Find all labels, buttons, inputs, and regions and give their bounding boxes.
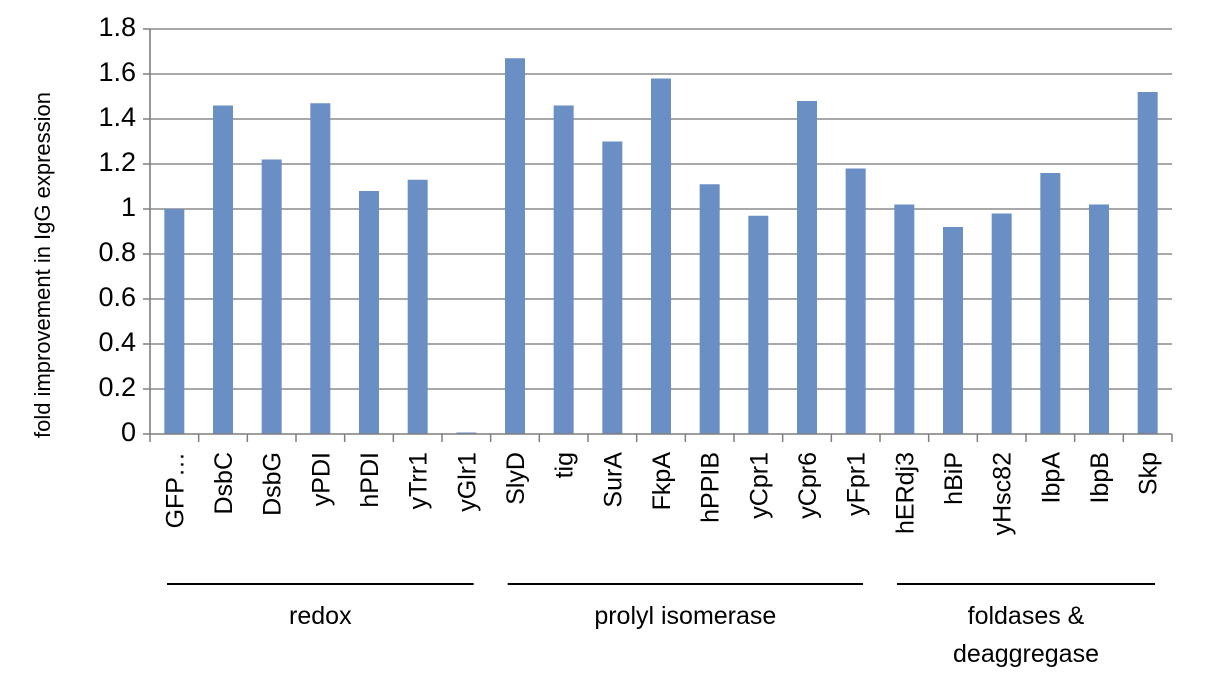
y-tick-label: 1 [121, 192, 136, 222]
x-tick-label: DsbG [259, 452, 287, 516]
bar-tig [553, 105, 574, 434]
x-tick-label: hERdj3 [891, 452, 919, 534]
group-label: redox [289, 602, 352, 630]
x-tick-label: hPDI [356, 452, 384, 508]
x-tick-label: DsbC [210, 452, 238, 515]
x-tick-label: yGlr1 [453, 452, 481, 512]
bar-slyd [505, 58, 525, 434]
bar-ycpr6 [797, 101, 817, 434]
group-label: foldases & [968, 602, 1085, 630]
bar-ibpb [1089, 204, 1109, 434]
y-tick-label: 1.6 [98, 57, 136, 87]
y-tick-label: 1.8 [98, 12, 136, 42]
x-tick-label: yHsc82 [989, 452, 1017, 535]
x-tick-label: yCpr1 [745, 452, 773, 519]
y-tick-label: 0.2 [98, 372, 136, 402]
x-tick-label: hPPIB [697, 452, 725, 523]
bar-ycpr1 [748, 215, 769, 434]
bar-fkpa [651, 78, 671, 434]
bar-hpdi [359, 191, 379, 434]
x-tick-label: IbpB [1086, 452, 1114, 503]
group-label: deaggregase [953, 640, 1099, 668]
bar-yhsc82 [991, 213, 1012, 434]
x-tick-label: GFP… [161, 452, 189, 528]
y-tick-label: 0.8 [98, 237, 136, 267]
bar-skp [1137, 92, 1158, 434]
bar-ibpa [1040, 173, 1061, 434]
bar-dsbg [261, 159, 282, 434]
bars [164, 58, 1158, 434]
x-tick-label: tig [551, 452, 579, 478]
x-tick-label: yCpr6 [794, 452, 822, 519]
x-tick-label: SlyD [502, 452, 530, 505]
bar-dsbc [213, 105, 233, 434]
y-tick-label: 0.6 [98, 282, 136, 312]
category-groups: redox prolyl isomerase foldases & deaggrega… [167, 583, 1155, 668]
bar-herdj3 [894, 204, 915, 434]
bar-gfp [164, 209, 185, 434]
x-tick-label: yTrr1 [405, 452, 433, 509]
bar-hbip [943, 227, 963, 434]
bar-ytrr1 [407, 179, 428, 434]
bar-ypdi [310, 103, 331, 434]
x-tick-label: FkpA [648, 452, 676, 511]
x-tick-label: yPDI [307, 452, 335, 506]
y-tick-label: 0.4 [98, 327, 136, 357]
y-tick-label: 1.2 [98, 147, 136, 177]
x-tick-label: yFpr1 [843, 452, 871, 516]
y-axis-label: fold improvement in IgG expression [30, 92, 55, 438]
x-tick-label: hBiP [940, 452, 968, 505]
y-tick-label: 0 [121, 417, 136, 447]
bar-yfpr1 [845, 168, 866, 434]
x-tick-label: SurA [599, 452, 627, 508]
axes [149, 29, 1173, 442]
y-tick-label: 1.4 [98, 102, 136, 132]
group-label: prolyl isomerase [594, 602, 776, 630]
x-tick-labels: GFP… DsbC DsbG yPDI hPDI yTrr1 yGlr1 SlyD tig Sur… [161, 452, 1162, 536]
y-tick-labels: 0 0.2 0.4 0.6 0.8 1 1.2 1.4 1.6 1.8 [98, 12, 136, 447]
bar-hppib [699, 184, 720, 434]
bar-sura [602, 141, 623, 434]
x-tick-label: Skp [1135, 452, 1163, 495]
x-tick-label: IbpA [1037, 452, 1065, 504]
